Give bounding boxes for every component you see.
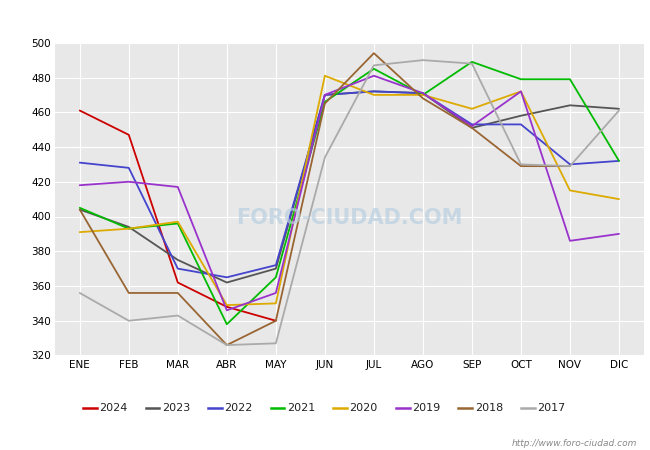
Text: 2020: 2020 <box>350 403 378 414</box>
Text: 2019: 2019 <box>412 403 440 414</box>
Text: 2023: 2023 <box>162 403 190 414</box>
Text: 2018: 2018 <box>474 403 503 414</box>
Text: 2021: 2021 <box>287 403 315 414</box>
Text: 2022: 2022 <box>224 403 253 414</box>
Text: 2017: 2017 <box>537 403 566 414</box>
Text: 2024: 2024 <box>99 403 127 414</box>
Text: http://www.foro-ciudad.com: http://www.foro-ciudad.com <box>512 439 637 448</box>
Text: FORO-CIUDAD.COM: FORO-CIUDAD.COM <box>236 208 463 228</box>
Text: Afiliados en Minaya a 31/5/2024: Afiliados en Minaya a 31/5/2024 <box>185 10 465 28</box>
